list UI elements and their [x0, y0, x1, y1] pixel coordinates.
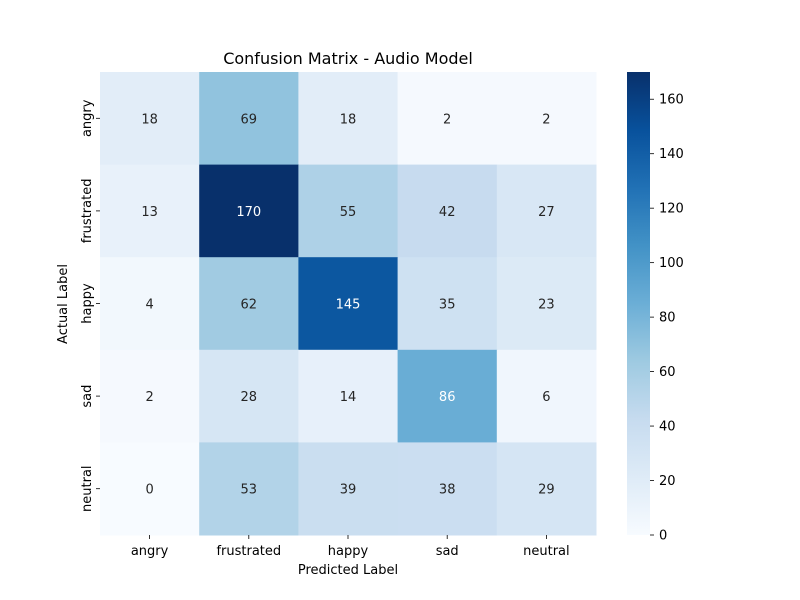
y-tick-label: neutral	[80, 465, 95, 512]
colorbar-tick-label: 100	[659, 256, 684, 271]
cell-value-label: 23	[538, 298, 555, 313]
cell-value-label: 6	[542, 390, 550, 405]
y-axis: angry frustrated happy sad neutral	[80, 99, 100, 512]
heatmap-cell	[100, 257, 200, 351]
colorbar-tick-label: 0	[659, 529, 667, 544]
y-tick-label: sad	[80, 385, 95, 408]
cell-value-label: 170	[236, 205, 261, 220]
cell-value-label: 28	[241, 390, 258, 405]
heatmap-cell	[199, 257, 299, 351]
y-axis-label: Actual Label	[56, 264, 71, 344]
heatmap-cell	[397, 164, 498, 258]
heatmap-cell	[397, 349, 498, 443]
heatmap-cell	[397, 257, 498, 351]
colorbar-tick-label: 80	[659, 311, 676, 326]
colorbar-tick-label: 120	[659, 202, 684, 217]
heatmap-cell	[496, 442, 597, 536]
heatmap-cell	[100, 164, 200, 258]
cell-value-label: 39	[340, 483, 357, 498]
cell-value-label: 69	[241, 112, 258, 127]
heatmap-cell	[100, 349, 200, 443]
heatmap-cell	[397, 442, 498, 536]
x-axis-label: Predicted Label	[298, 563, 398, 578]
colorbar-tick-label: 40	[659, 420, 676, 435]
colorbar-ticks: 0 20 40 60 80 100 120 140 160	[650, 93, 684, 544]
x-tick-label: happy	[328, 544, 369, 559]
cell-value-label: 42	[439, 205, 456, 220]
colorbar-tick-label: 60	[659, 365, 676, 380]
heatmap-cell	[298, 349, 399, 443]
cell-value-label: 0	[145, 483, 153, 498]
cell-value-label: 18	[340, 112, 357, 127]
heatmap-cell	[298, 442, 399, 536]
heatmap-cell	[496, 349, 597, 443]
heatmap-cell	[100, 442, 200, 536]
y-tick-label: happy	[80, 283, 95, 324]
heatmap-cell	[199, 164, 299, 258]
cell-value-label: 4	[145, 298, 153, 313]
cell-value-label: 145	[336, 298, 361, 313]
colorbar-tick-label: 160	[659, 93, 684, 108]
cell-value-label: 55	[340, 205, 357, 220]
cell-value-label: 2	[443, 112, 451, 127]
y-tick-label: frustrated	[80, 179, 95, 244]
heatmap-cell	[298, 164, 399, 258]
y-tick-label: angry	[80, 99, 95, 137]
heatmap-cells: 18 69 18 2 2 13 170 55 42 27 4 62 145 35 23 2 28 14 86 6 0 53…	[100, 72, 597, 536]
heatmap-cell	[496, 72, 597, 166]
heatmap-cell	[298, 72, 399, 166]
heatmap-cell	[199, 349, 299, 443]
colorbar-tick-label: 20	[659, 474, 676, 489]
cell-value-label: 2	[145, 390, 153, 405]
colorbar	[627, 72, 650, 535]
chart-title: Confusion Matrix - Audio Model	[223, 49, 473, 68]
colorbar-tick-label: 140	[659, 147, 684, 162]
x-tick-label: sad	[436, 544, 459, 559]
heatmap-cell	[199, 72, 299, 166]
cell-value-label: 14	[340, 390, 357, 405]
heatmap-cell	[496, 257, 597, 351]
cell-value-label: 27	[538, 205, 555, 220]
heatmap-cell	[199, 442, 299, 536]
x-tick-label: angry	[131, 544, 169, 559]
heatmap-cell	[298, 257, 399, 351]
heatmap-cell	[496, 164, 597, 258]
cell-value-label: 13	[141, 205, 158, 220]
heatmap-cell	[397, 72, 498, 166]
x-tick-label: neutral	[523, 544, 570, 559]
cell-value-label: 2	[542, 112, 550, 127]
cell-value-label: 18	[141, 112, 158, 127]
cell-value-label: 53	[241, 483, 258, 498]
cell-value-label: 29	[538, 483, 555, 498]
cell-value-label: 62	[241, 298, 258, 313]
x-axis: angry frustrated happy sad neutral	[131, 535, 570, 559]
heatmap-cell	[100, 72, 200, 166]
cell-value-label: 35	[439, 298, 456, 313]
x-tick-label: frustrated	[216, 544, 281, 559]
cell-value-label: 86	[439, 390, 456, 405]
cell-value-label: 38	[439, 483, 456, 498]
